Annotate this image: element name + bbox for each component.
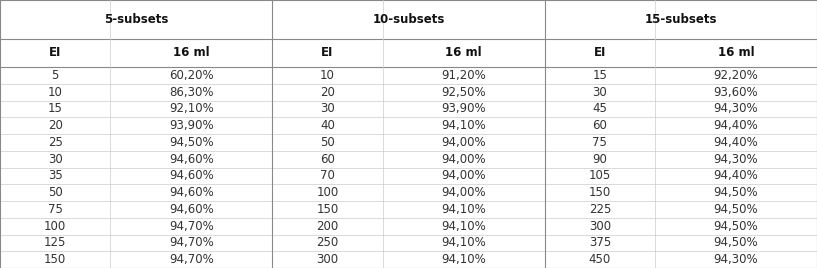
Text: 5-subsets: 5-subsets: [104, 13, 168, 26]
Text: 90: 90: [592, 152, 607, 166]
Text: 93,60%: 93,60%: [714, 85, 758, 99]
Text: 94,40%: 94,40%: [714, 119, 758, 132]
Text: 375: 375: [589, 236, 611, 250]
Text: 105: 105: [589, 169, 611, 183]
Text: 16 ml: 16 ml: [173, 46, 210, 59]
Text: 94,00%: 94,00%: [441, 152, 486, 166]
Text: 35: 35: [48, 169, 63, 183]
Text: 94,70%: 94,70%: [169, 219, 214, 233]
Text: 60: 60: [320, 152, 335, 166]
Text: 60,20%: 60,20%: [169, 69, 214, 82]
Text: 10: 10: [47, 85, 63, 99]
Text: 94,40%: 94,40%: [714, 136, 758, 149]
Text: 15: 15: [592, 69, 607, 82]
Text: 300: 300: [316, 253, 338, 266]
Text: 10-subsets: 10-subsets: [373, 13, 444, 26]
Text: 250: 250: [316, 236, 339, 250]
Text: 40: 40: [320, 119, 335, 132]
Text: 92,50%: 92,50%: [441, 85, 486, 99]
Text: 94,50%: 94,50%: [714, 236, 758, 250]
Text: 92,10%: 92,10%: [169, 102, 214, 116]
Text: 15: 15: [47, 102, 63, 116]
Text: 45: 45: [592, 102, 607, 116]
Text: 93,90%: 93,90%: [169, 119, 214, 132]
Text: 16 ml: 16 ml: [717, 46, 754, 59]
Text: 150: 150: [589, 186, 611, 199]
Text: 94,60%: 94,60%: [169, 203, 214, 216]
Text: 200: 200: [316, 219, 339, 233]
Text: 50: 50: [48, 186, 63, 199]
Text: 225: 225: [589, 203, 611, 216]
Text: 94,60%: 94,60%: [169, 169, 214, 183]
Text: 94,00%: 94,00%: [441, 169, 486, 183]
Text: 150: 150: [316, 203, 339, 216]
Text: 94,00%: 94,00%: [441, 186, 486, 199]
Text: EI: EI: [594, 46, 606, 59]
Text: 94,50%: 94,50%: [169, 136, 214, 149]
Text: 94,70%: 94,70%: [169, 253, 214, 266]
Text: EI: EI: [49, 46, 61, 59]
Text: 100: 100: [316, 186, 339, 199]
Text: 94,30%: 94,30%: [714, 102, 758, 116]
Text: 5: 5: [51, 69, 59, 82]
Text: 94,50%: 94,50%: [714, 203, 758, 216]
Text: 94,10%: 94,10%: [441, 219, 486, 233]
Text: 75: 75: [592, 136, 607, 149]
Text: 20: 20: [47, 119, 63, 132]
Text: 94,10%: 94,10%: [441, 253, 486, 266]
Text: 70: 70: [320, 169, 335, 183]
Text: 30: 30: [320, 102, 335, 116]
Text: 94,50%: 94,50%: [714, 219, 758, 233]
Text: 125: 125: [44, 236, 66, 250]
Text: 91,20%: 91,20%: [441, 69, 486, 82]
Text: 93,90%: 93,90%: [441, 102, 486, 116]
Text: 30: 30: [592, 85, 607, 99]
Text: 92,20%: 92,20%: [714, 69, 758, 82]
Text: 50: 50: [320, 136, 335, 149]
Text: EI: EI: [321, 46, 333, 59]
Text: 10: 10: [320, 69, 335, 82]
Text: 150: 150: [44, 253, 66, 266]
Text: 16 ml: 16 ml: [445, 46, 482, 59]
Text: 450: 450: [589, 253, 611, 266]
Text: 86,30%: 86,30%: [169, 85, 213, 99]
Text: 94,30%: 94,30%: [714, 253, 758, 266]
Text: 94,60%: 94,60%: [169, 186, 214, 199]
Text: 300: 300: [589, 219, 611, 233]
Text: 100: 100: [44, 219, 66, 233]
Text: 94,60%: 94,60%: [169, 152, 214, 166]
Text: 94,10%: 94,10%: [441, 119, 486, 132]
Text: 75: 75: [47, 203, 63, 216]
Text: 94,30%: 94,30%: [714, 152, 758, 166]
Text: 94,50%: 94,50%: [714, 186, 758, 199]
Text: 15-subsets: 15-subsets: [645, 13, 717, 26]
Text: 94,70%: 94,70%: [169, 236, 214, 250]
Text: 94,40%: 94,40%: [714, 169, 758, 183]
Text: 94,10%: 94,10%: [441, 203, 486, 216]
Text: 94,00%: 94,00%: [441, 136, 486, 149]
Text: 20: 20: [320, 85, 335, 99]
Text: 30: 30: [48, 152, 63, 166]
Text: 60: 60: [592, 119, 607, 132]
Text: 94,10%: 94,10%: [441, 236, 486, 250]
Text: 25: 25: [47, 136, 63, 149]
